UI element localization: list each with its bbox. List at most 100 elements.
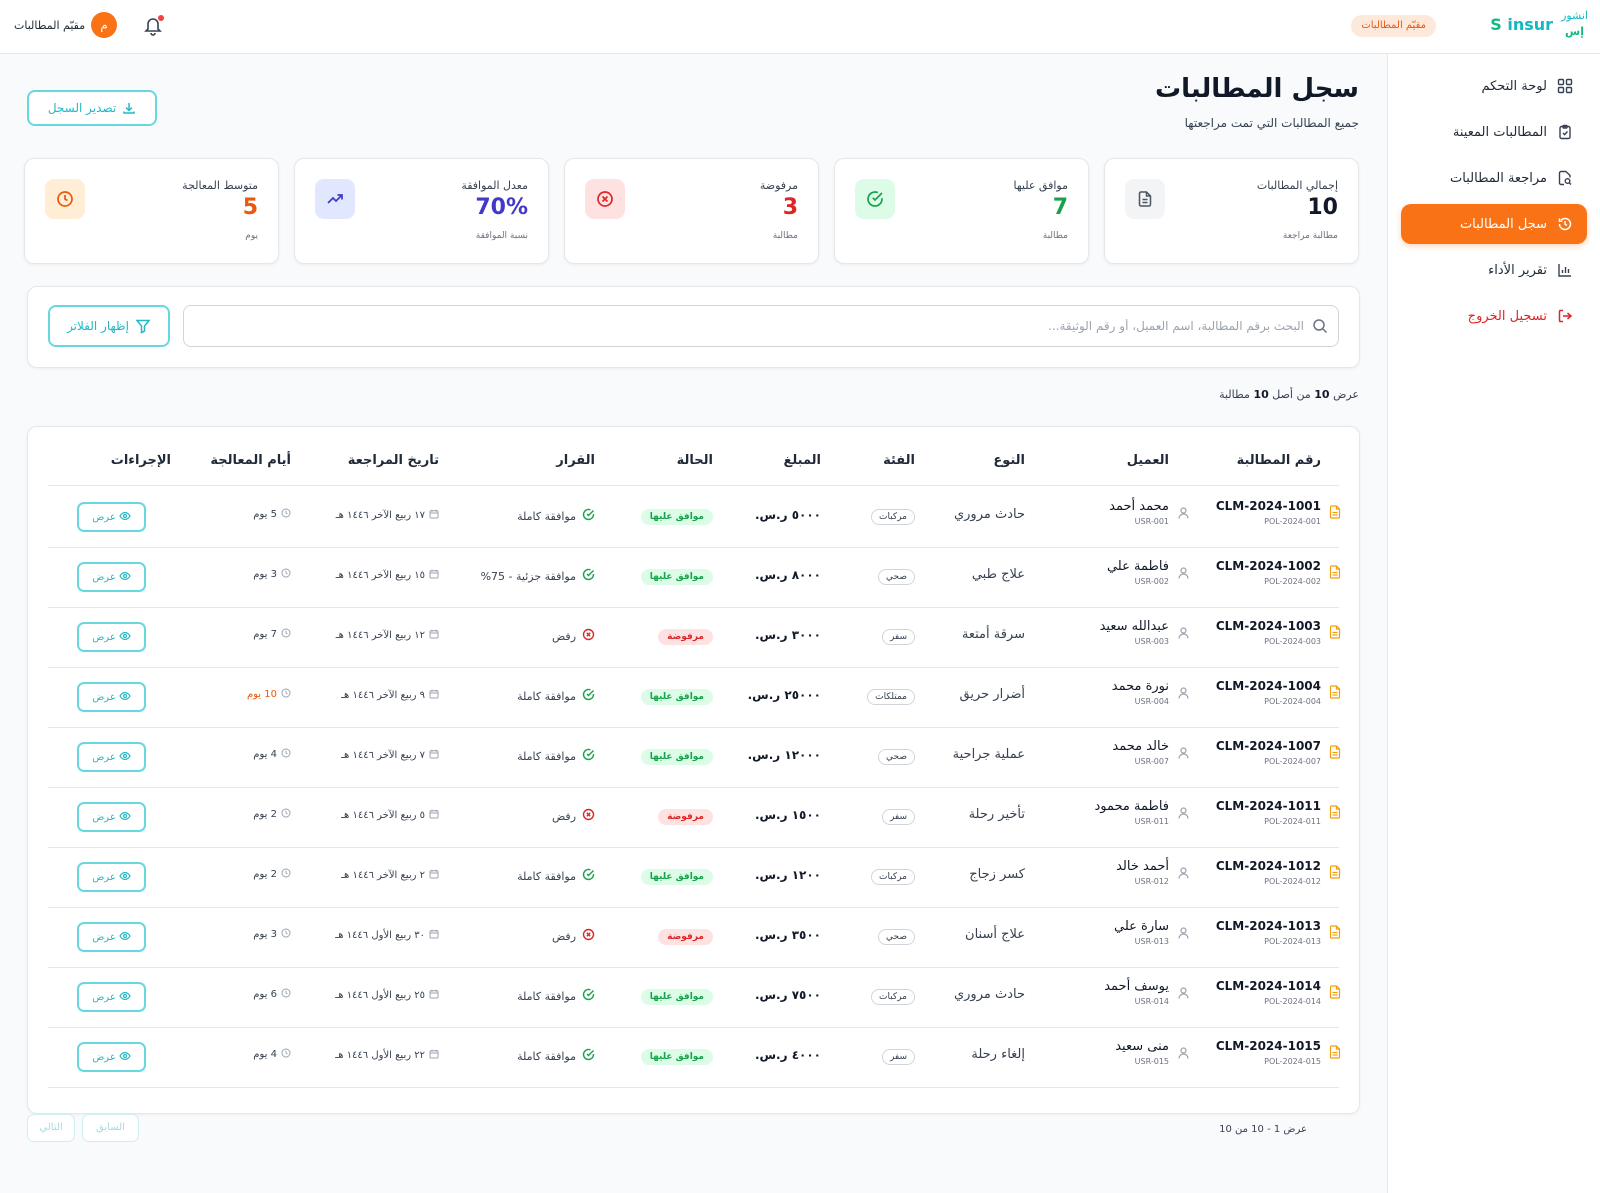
view-button[interactable]: عرض [77, 742, 146, 772]
table-row[interactable]: CLM-2024-1002 POL-2024-002 فاطمة علي USR-00… [48, 547, 1341, 608]
client-name: عبدالله سعيد [1099, 619, 1169, 634]
column-header-client[interactable]: العميل [1126, 453, 1169, 468]
notification-bell-icon[interactable] [144, 15, 164, 36]
claim-number[interactable]: CLM-2024-1004 [1215, 679, 1321, 693]
claim-number[interactable]: CLM-2024-1015 [1215, 1039, 1321, 1053]
view-button[interactable]: عرض [77, 862, 146, 892]
user-icon [1178, 567, 1189, 582]
claim-number[interactable]: CLM-2024-1002 [1215, 559, 1321, 573]
claim-cell[interactable]: CLM-2024-1007 POL-2024-007 [1215, 739, 1341, 766]
table-row[interactable]: CLM-2024-1003 POL-2024-003 عبدالله سعيد USR… [48, 607, 1341, 668]
search-input[interactable] [204, 314, 1304, 338]
client-id: USR-011 [1134, 817, 1169, 826]
review-date-cell: ٢٥ ربيع الأول ١٤٤٦ هـ [335, 989, 439, 1002]
client-id: USR-014 [1134, 997, 1169, 1006]
claim-cell[interactable]: CLM-2024-1003 POL-2024-003 [1215, 619, 1341, 646]
table-row[interactable]: CLM-2024-1011 POL-2024-011 فاطمة محمود USR-… [48, 787, 1341, 848]
view-button[interactable]: عرض [77, 922, 146, 952]
table-row[interactable]: CLM-2024-1014 POL-2024-014 يوسف أحمد USR-01… [48, 967, 1341, 1028]
table-row[interactable]: CLM-2024-1012 POL-2024-012 أحمد خالد USR-01… [48, 847, 1341, 908]
column-header-decision[interactable]: القرار [556, 453, 595, 468]
view-button[interactable]: عرض [77, 682, 146, 712]
claim-cell[interactable]: CLM-2024-1004 POL-2024-004 [1215, 679, 1341, 706]
sidebar-item-logout[interactable]: تسجيل الخروج [1401, 296, 1587, 336]
client-name: محمد أحمد [1109, 499, 1169, 514]
claim-cell[interactable]: CLM-2024-1015 POL-2024-015 [1215, 1039, 1341, 1066]
table-row[interactable]: CLM-2024-1001 POL-2024-001 محمد أحمد USR-00… [48, 487, 1341, 548]
table-row[interactable]: CLM-2024-1015 POL-2024-015 منى سعيد USR-015… [48, 1027, 1341, 1088]
notification-dot [158, 15, 164, 21]
review-date-cell: ٧ ربيع الآخر ١٤٤٦ هـ [341, 749, 439, 762]
sidebar-item-performance-report[interactable]: تقرير الأداء [1401, 250, 1587, 290]
policy-number: POL-2024-013 [1264, 937, 1321, 946]
view-label: عرض [92, 511, 116, 523]
user-icon [1178, 867, 1189, 882]
claim-number[interactable]: CLM-2024-1013 [1215, 919, 1321, 933]
column-header-type[interactable]: النوع [993, 453, 1025, 468]
decision-cell: موافقة كاملة [517, 748, 595, 764]
user-menu[interactable]: مقيّم المطالبات م [14, 12, 118, 38]
claim-type: إلغاء رحلة [971, 1047, 1025, 1062]
claim-cell[interactable]: CLM-2024-1012 POL-2024-012 [1215, 859, 1341, 886]
processing-days-cell: 4 يوم [253, 1048, 291, 1061]
column-header-category[interactable]: الفئة [883, 453, 915, 468]
user-icon [1178, 507, 1189, 522]
claim-cell[interactable]: CLM-2024-1001 POL-2024-001 [1215, 499, 1341, 526]
stat-card-approved: موافق عليها 7 مطالبة [834, 158, 1089, 264]
table-row[interactable]: CLM-2024-1004 POL-2024-004 نورة محمد USR-00… [48, 667, 1341, 728]
document-icon [1329, 685, 1341, 702]
logo-text-ar: انشور إس [1561, 9, 1588, 38]
client-cell: خالد محمد USR-007 [1112, 739, 1189, 766]
view-label: عرض [92, 571, 116, 583]
claim-number[interactable]: CLM-2024-1014 [1215, 979, 1321, 993]
view-button[interactable]: عرض [77, 562, 146, 592]
document-icon [1329, 745, 1341, 762]
calendar-icon [429, 689, 439, 702]
review-date-cell: ١٥ ربيع الآخر ١٤٤٦ هـ [336, 569, 439, 582]
column-header-claim-number[interactable]: رقم المطالبة [1236, 453, 1321, 468]
page-title: سجل المطالبات [1154, 74, 1359, 104]
export-log-button[interactable]: تصدير السجل [27, 90, 157, 126]
claim-cell[interactable]: CLM-2024-1013 POL-2024-013 [1215, 919, 1341, 946]
table-row[interactable]: CLM-2024-1007 POL-2024-007 خالد محمد USR-00… [48, 727, 1341, 788]
claim-amount: ٨٠٠٠ ر.س. [754, 568, 821, 582]
claim-number[interactable]: CLM-2024-1011 [1215, 799, 1321, 813]
category-cell: صحي [878, 928, 915, 945]
review-date-cell: ٩ ربيع الآخر ١٤٤٦ هـ [341, 689, 439, 702]
view-button[interactable]: عرض [77, 1042, 146, 1072]
claim-number[interactable]: CLM-2024-1007 [1215, 739, 1321, 753]
claim-number[interactable]: CLM-2024-1012 [1215, 859, 1321, 873]
view-button[interactable]: عرض [77, 622, 146, 652]
claim-cell[interactable]: CLM-2024-1014 POL-2024-014 [1215, 979, 1341, 1006]
pagination-prev-button[interactable]: السابق [82, 1114, 139, 1142]
claim-cell[interactable]: CLM-2024-1002 POL-2024-002 [1215, 559, 1341, 586]
pagination-next-button[interactable]: التالي [27, 1114, 75, 1142]
view-button[interactable]: عرض [77, 802, 146, 832]
sidebar-item-claims-history[interactable]: سجل المطالبات [1401, 204, 1587, 244]
column-header-status[interactable]: الحالة [676, 453, 713, 468]
claim-number[interactable]: CLM-2024-1001 [1215, 499, 1321, 513]
status-cell: موافق عليها [640, 568, 713, 585]
sidebar-item-dashboard[interactable]: لوحة التحكم [1401, 66, 1587, 106]
view-button[interactable]: عرض [77, 982, 146, 1012]
claim-cell[interactable]: CLM-2024-1011 POL-2024-011 [1215, 799, 1341, 826]
view-button[interactable]: عرض [77, 502, 146, 532]
app-logo[interactable]: S insur انشور إس [1490, 8, 1588, 40]
claim-type: تأخير رحلة [968, 807, 1025, 822]
calendar-icon [429, 989, 439, 1002]
column-header-review-date[interactable]: تاريخ المراجعة [347, 453, 439, 468]
search-box [183, 305, 1339, 347]
sidebar-item-assigned-claims[interactable]: المطالبات المعينة [1401, 112, 1587, 152]
status-cell: موافق عليها [640, 1048, 713, 1065]
status-badge: مرفوضة [658, 929, 713, 945]
sidebar-item-review-claims[interactable]: مراجعة المطالبات [1401, 158, 1587, 198]
sidebar-item-label: مراجعة المطالبات [1450, 170, 1547, 186]
column-header-processing-days[interactable]: أيام المعالجة [210, 453, 291, 468]
policy-number: POL-2024-004 [1264, 697, 1321, 706]
table-row[interactable]: CLM-2024-1013 POL-2024-013 سارة علي USR-013… [48, 907, 1341, 968]
show-filters-button[interactable]: إظهار الفلاتر [48, 305, 170, 347]
claim-number[interactable]: CLM-2024-1003 [1215, 619, 1321, 633]
client-id: USR-007 [1134, 757, 1169, 766]
column-header-amount[interactable]: المبلغ [783, 453, 821, 468]
calendar-icon [429, 869, 439, 882]
